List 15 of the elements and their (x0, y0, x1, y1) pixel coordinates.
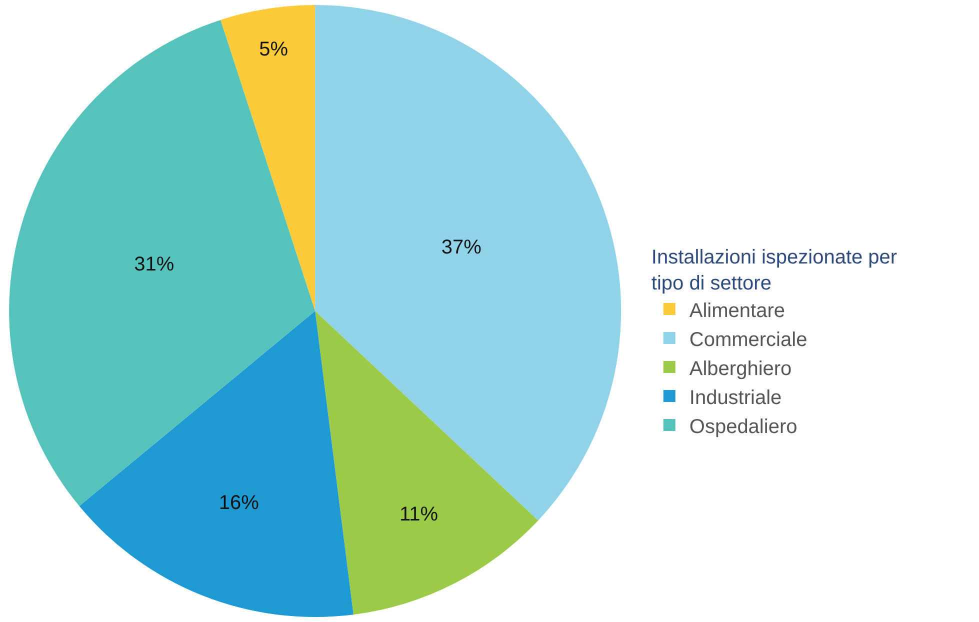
data-label: 5% (259, 38, 288, 61)
data-label: 11% (399, 504, 438, 526)
pie-slice (220, 5, 316, 311)
legend-label: Ospedaliero (689, 416, 798, 438)
pie-slice (79, 311, 354, 617)
data-label: 16% (218, 492, 260, 514)
legend-label: Alimentare (689, 300, 785, 322)
legend-label: Industriale (689, 386, 782, 409)
legend-label: Commerciale (689, 328, 808, 351)
pie-slice (315, 5, 622, 520)
data-label: 31% (134, 253, 174, 276)
data-label: 37% (441, 236, 482, 259)
legend-label: Alberghiero (689, 358, 792, 380)
legend-title: Installazioni ispezionate per tipo di settore (651, 246, 898, 295)
pie-slice (315, 311, 538, 615)
